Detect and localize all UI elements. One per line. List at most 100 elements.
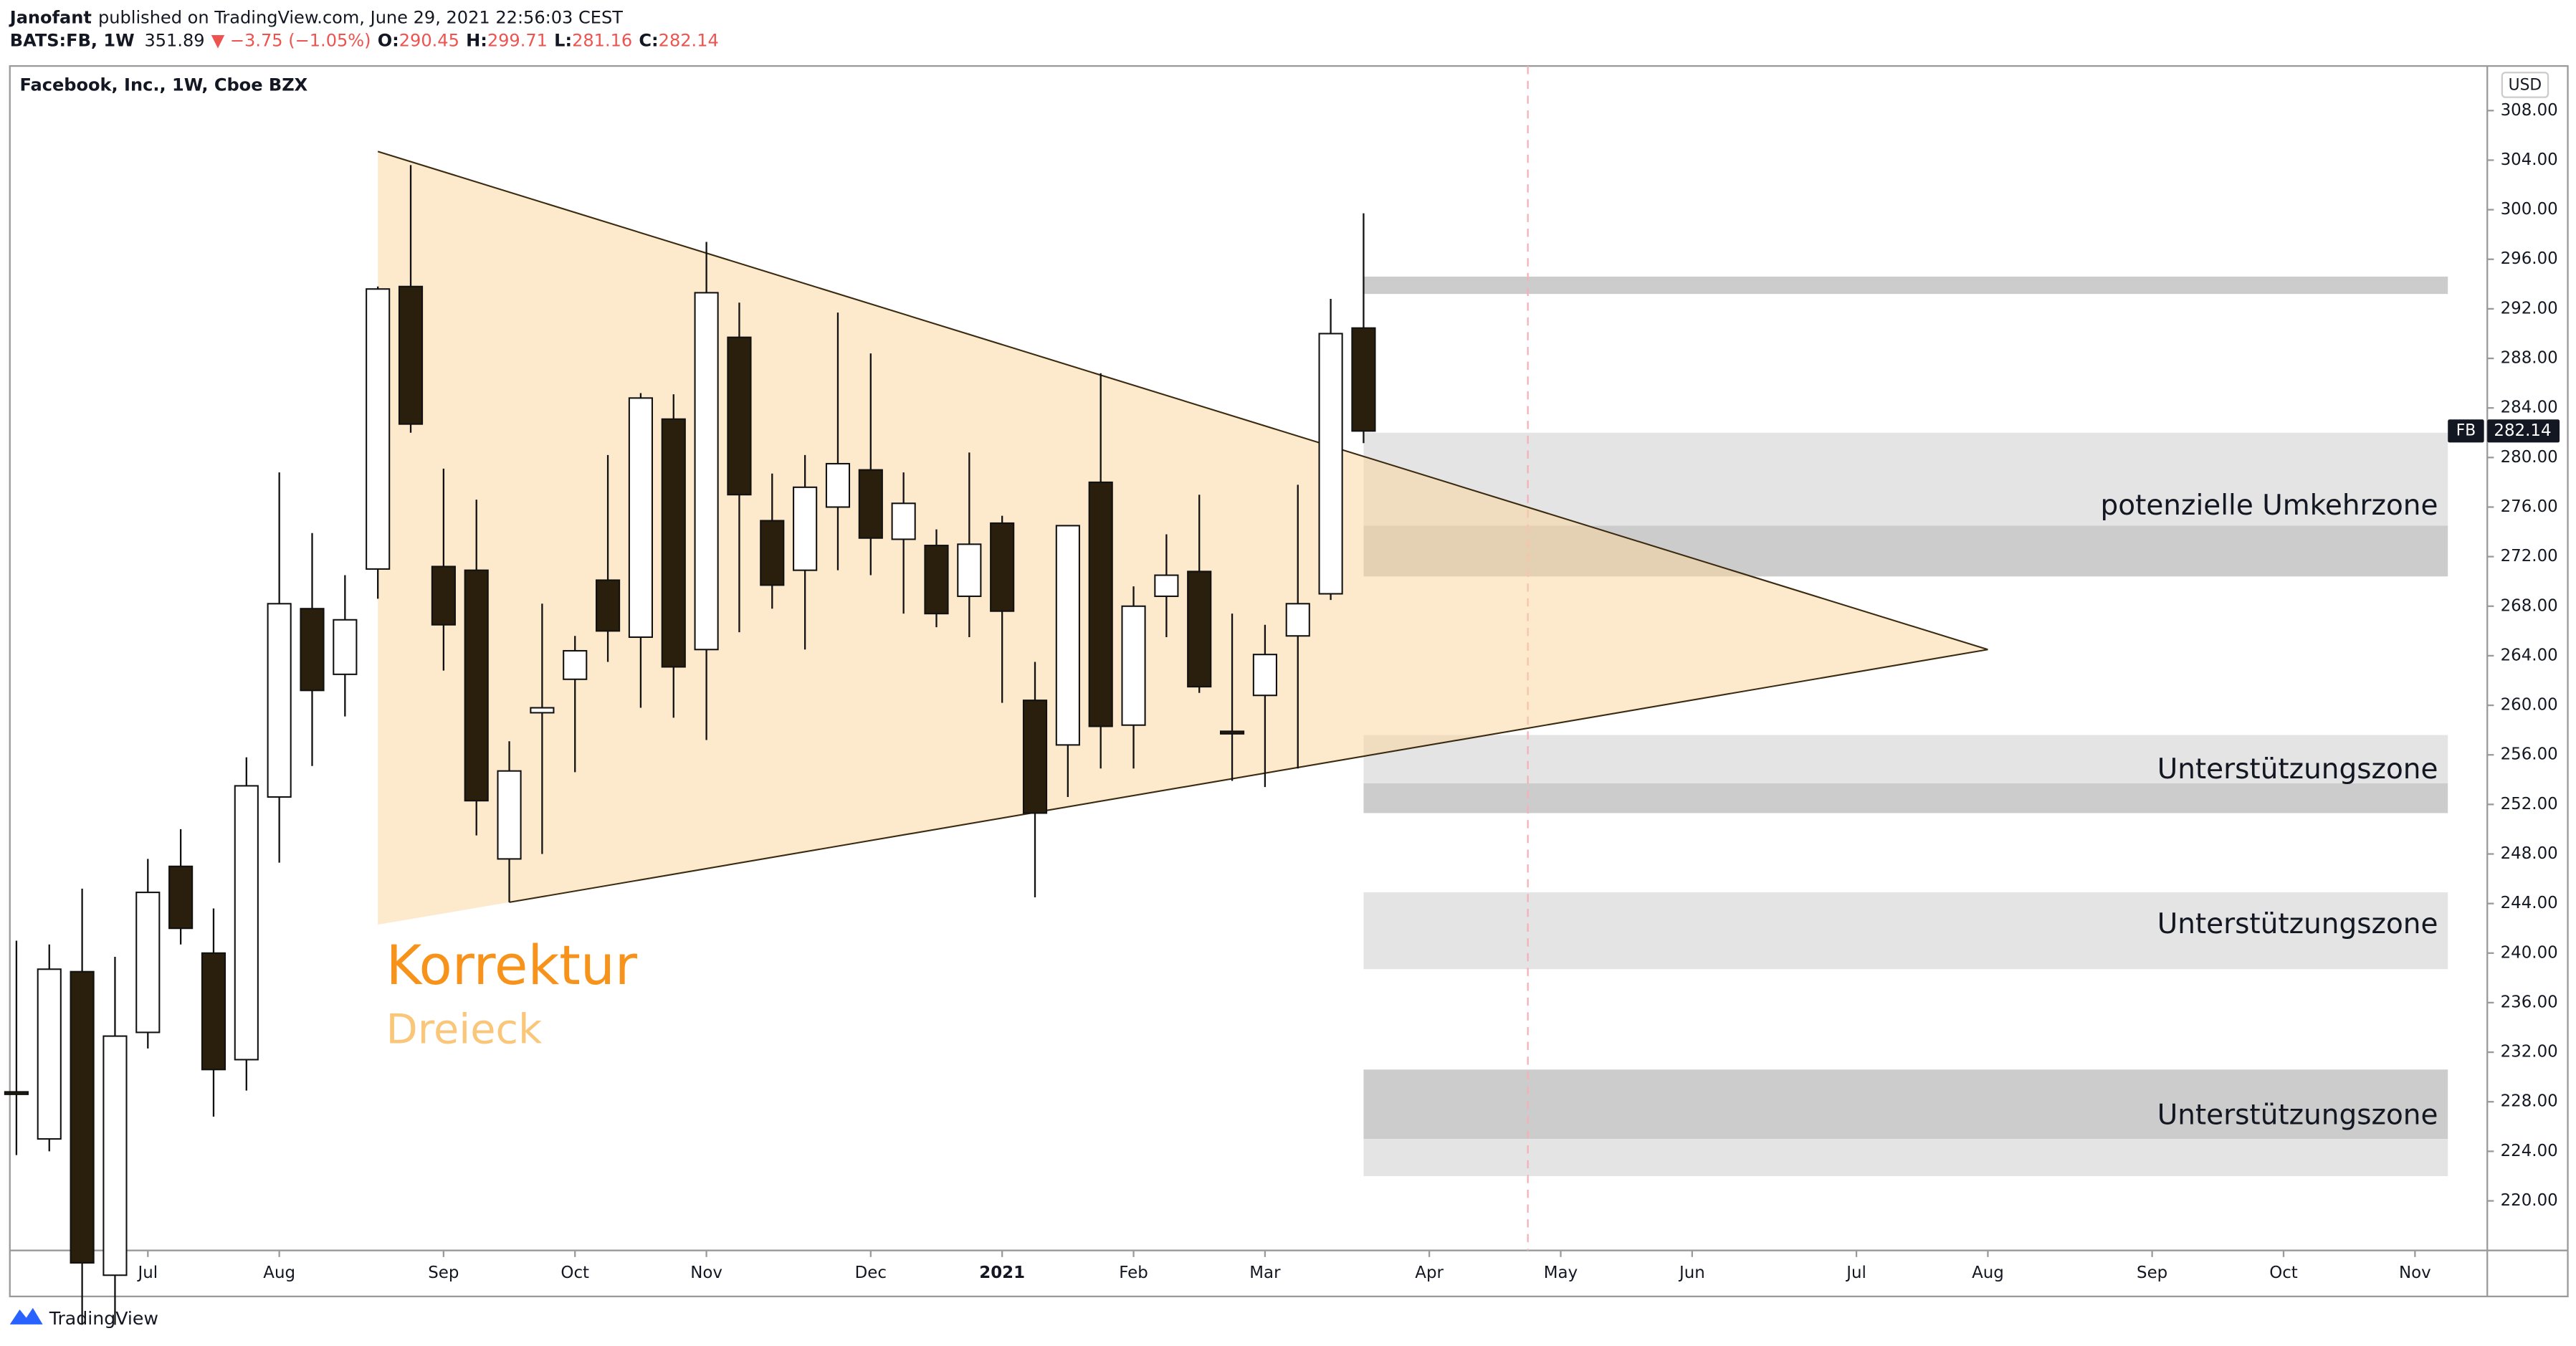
pattern-title: Korrektur	[386, 934, 638, 997]
candle-body	[234, 785, 259, 1061]
y-tick-label: 260.00	[2501, 696, 2558, 715]
zone	[1363, 783, 2448, 813]
zone	[1363, 735, 2448, 783]
y-tick-label: 220.00	[2501, 1191, 2558, 1210]
x-tick-label: Jul	[136, 1264, 158, 1282]
ohlc-value: 281.16	[572, 31, 632, 51]
x-tick-label: 2021	[979, 1264, 1025, 1282]
y-tick-label: 292.00	[2501, 299, 2558, 318]
candle-body	[4, 1091, 29, 1095]
candle-body	[431, 565, 456, 626]
candle-body	[464, 569, 489, 802]
y-tick-label: 272.00	[2501, 547, 2558, 565]
candle-body	[1088, 481, 1113, 727]
candle-body	[957, 543, 982, 597]
zone	[1363, 276, 2448, 295]
candle-body	[1055, 525, 1080, 746]
y-tick-label: 228.00	[2501, 1092, 2558, 1111]
quote-line: BATS:FB, 1W 351.89 ▼ −3.75 (−1.05%) O:290.4…	[10, 31, 719, 51]
candle-body	[1351, 327, 1376, 432]
price-tag-symbol-box	[2448, 419, 2484, 443]
x-tick-label: Aug	[1972, 1264, 2004, 1282]
price-tag-symbol: FB	[2456, 421, 2476, 439]
frame	[9, 65, 2569, 1297]
ohlc-label: C:	[639, 31, 658, 51]
candle-body	[333, 619, 358, 675]
y-tick-label: 288.00	[2501, 349, 2558, 368]
ohlc-label: H:	[466, 31, 487, 51]
ohlc-value: 282.14	[659, 31, 719, 51]
candle-body	[1154, 574, 1179, 597]
x-tick-label: Oct	[2269, 1264, 2298, 1282]
zone	[1363, 1069, 2448, 1140]
candle-body	[201, 952, 226, 1071]
x-tick-label: Jul	[1845, 1264, 1866, 1282]
candle-body	[37, 968, 62, 1140]
y-tick-label: 252.00	[2501, 795, 2558, 813]
candle-body	[530, 707, 555, 714]
x-tick-label: Dec	[855, 1264, 887, 1282]
y-tick-label: 284.00	[2501, 398, 2558, 417]
y-tick-label: 236.00	[2501, 993, 2558, 1011]
y-tick-label: 296.00	[2501, 249, 2558, 268]
zone-label: potenzielle Umkehrzone	[2101, 490, 2438, 522]
chart-legend: Facebook, Inc., 1W, Cboe BZX	[20, 75, 308, 95]
triangle-lower	[509, 649, 1988, 903]
candle-body	[825, 462, 851, 508]
currency-box[interactable]	[2501, 72, 2549, 98]
zone	[1363, 892, 2448, 970]
y-tick-label: 248.00	[2501, 844, 2558, 863]
candle-body	[727, 336, 752, 496]
candle-body	[1187, 571, 1212, 688]
candle-body	[661, 418, 686, 668]
y-tick-label: 280.00	[2501, 448, 2558, 467]
candle-body	[398, 285, 424, 425]
zone	[1363, 1139, 2448, 1176]
x-tick-label: Oct	[560, 1264, 589, 1282]
price-tag-value: 282.14	[2494, 421, 2551, 440]
candle-body	[990, 522, 1015, 612]
candle-body	[70, 970, 95, 1264]
author: Janofant	[9, 8, 92, 28]
triangle-fill	[378, 151, 1988, 925]
candle-body	[628, 397, 653, 639]
ohlc-value: 290.45	[399, 31, 459, 51]
candle-body	[1219, 730, 1245, 735]
footer-brand: TradingView	[49, 1308, 158, 1329]
y-tick-label: 308.00	[2501, 101, 2558, 120]
y-tick-label: 276.00	[2501, 497, 2558, 516]
candle-body	[760, 520, 785, 586]
candle-body	[1252, 654, 1277, 697]
price-tag-box	[2487, 419, 2560, 443]
symbol: BATS:FB, 1W	[10, 31, 135, 51]
y-tick-label: 224.00	[2501, 1142, 2558, 1160]
footer-logo	[9, 1307, 43, 1324]
y-tick-label: 264.00	[2501, 646, 2558, 664]
y-tick-label: 300.00	[2501, 200, 2558, 219]
zone	[1363, 432, 2448, 526]
x-tick-label: Nov	[690, 1264, 722, 1282]
ohlc-label: L:	[554, 31, 572, 51]
candle-body	[135, 892, 161, 1034]
zone-label: Unterstützungszone	[2157, 753, 2438, 786]
x-tick-label: Feb	[1119, 1264, 1148, 1282]
candle-body	[168, 865, 194, 930]
zone-label: Unterstützungszone	[2157, 1099, 2438, 1131]
candle-body	[102, 1035, 128, 1276]
candle-body	[924, 545, 949, 615]
ohlc-value: 299.71	[487, 31, 548, 51]
triangle-upper	[377, 151, 1988, 651]
candle-body	[497, 770, 522, 860]
published: published on TradingView.com, June 29, 2…	[98, 8, 623, 28]
last-price: 351.89	[144, 31, 204, 51]
candle-body	[793, 486, 818, 571]
x-tick-label: Aug	[263, 1264, 295, 1282]
x-tick-label: Sep	[2137, 1264, 2167, 1282]
y-tick-label: 244.00	[2501, 894, 2558, 912]
candle-body	[1121, 605, 1146, 726]
candle-body	[1318, 333, 1343, 595]
candle-body	[300, 608, 325, 692]
candle-body	[595, 579, 621, 632]
plot	[4, 66, 2448, 1325]
